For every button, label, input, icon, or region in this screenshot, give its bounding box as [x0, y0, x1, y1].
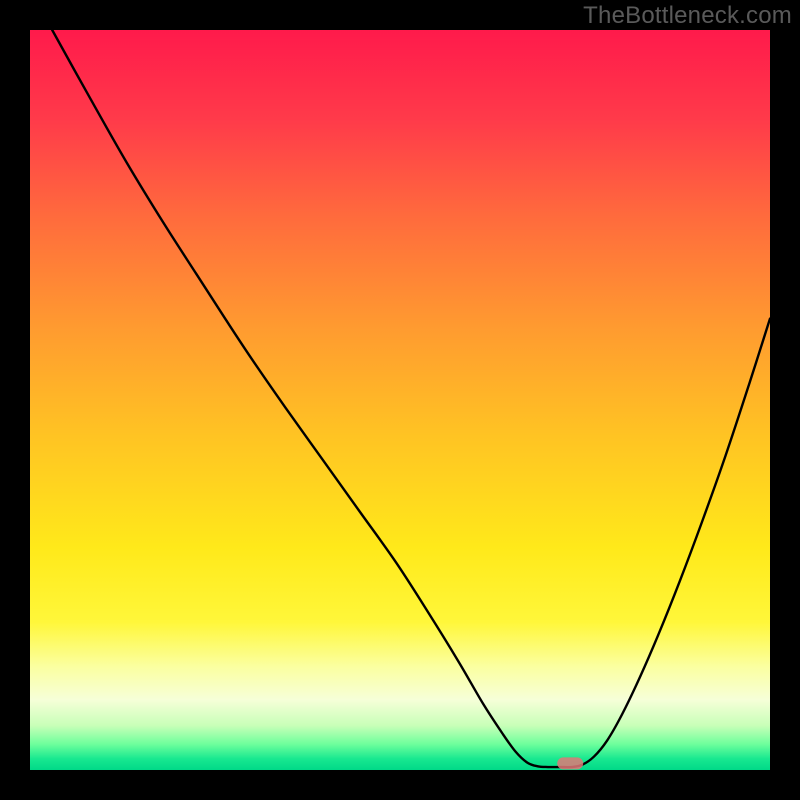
- optimum-marker: [557, 757, 583, 769]
- plot-background: [30, 30, 770, 770]
- watermark-text: TheBottleneck.com: [583, 2, 792, 30]
- bottleneck-chart: [0, 0, 800, 800]
